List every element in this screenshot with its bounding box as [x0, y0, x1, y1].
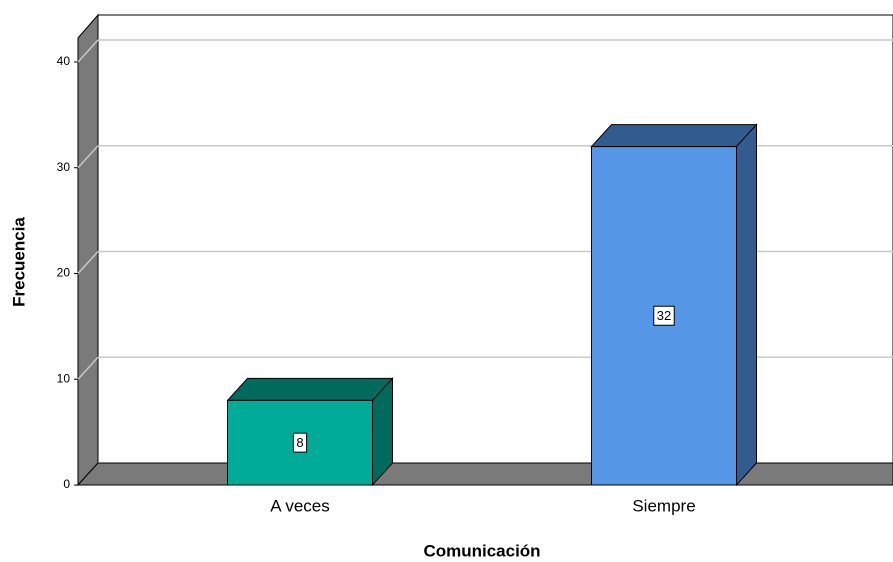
bar-top: [226, 377, 394, 401]
floor: [76, 462, 893, 486]
data-label: 32: [657, 308, 671, 323]
y-tick-label: 30: [57, 160, 71, 174]
bar-side: [736, 123, 757, 487]
grid-line-side: [77, 356, 99, 380]
back-wall: [97, 14, 893, 464]
bar-group: 8: [226, 377, 394, 487]
y-tick-label: 20: [57, 266, 71, 280]
marks: 8 32: [226, 123, 758, 487]
data-label: 8: [296, 435, 303, 450]
data-label-box: [292, 432, 308, 453]
y-tick-label: 10: [57, 371, 71, 385]
x-axis-title: Comunicación: [423, 541, 540, 560]
y-axis-title: Frecuencia: [9, 217, 28, 307]
grid: [77, 39, 893, 380]
x-tick-label: Siempre: [632, 496, 695, 515]
grid-line-side: [77, 250, 99, 275]
left-wall: [77, 13, 99, 487]
bar-top: [590, 124, 758, 148]
data-label-box: [653, 305, 675, 326]
y-tick-label: 40: [57, 54, 71, 68]
x-tick-label: A veces: [270, 496, 330, 515]
grid-line-side: [77, 39, 99, 63]
y-tick-label: 0: [63, 477, 70, 491]
grid-line-side: [77, 145, 99, 169]
bar: [591, 146, 737, 486]
bar-group: 32: [590, 123, 758, 487]
